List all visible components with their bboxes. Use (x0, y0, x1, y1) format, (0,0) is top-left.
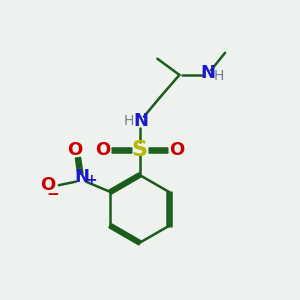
Text: −: − (46, 187, 59, 202)
Text: N: N (134, 112, 149, 130)
Text: N: N (74, 168, 89, 186)
Text: +: + (85, 173, 97, 187)
Text: H: H (123, 114, 134, 128)
Text: O: O (169, 141, 184, 159)
Text: O: O (95, 141, 110, 159)
Text: N: N (200, 64, 215, 82)
Text: O: O (40, 176, 56, 194)
Text: H: H (214, 69, 224, 83)
Text: S: S (132, 140, 148, 160)
Text: O: O (68, 141, 83, 159)
